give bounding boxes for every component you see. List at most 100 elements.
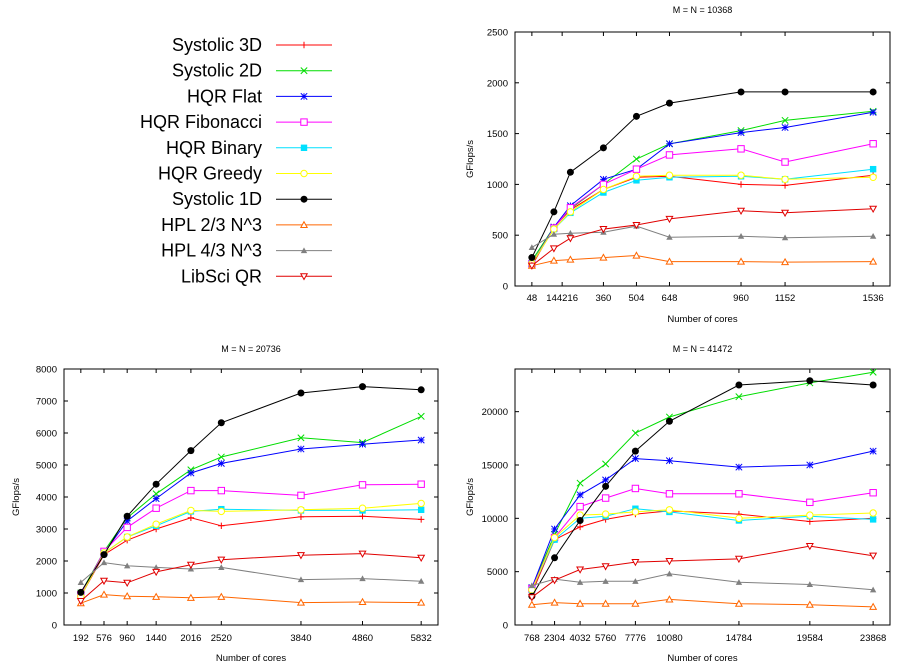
legend-label: HQR Binary <box>166 138 262 158</box>
data-point <box>152 520 160 528</box>
data-point <box>631 508 640 516</box>
x-tick-label: 576 <box>96 633 112 644</box>
data-point <box>576 566 585 574</box>
legend-marker <box>300 195 308 203</box>
data-point <box>734 599 743 607</box>
legend-label: HPL 2/3 N^3 <box>161 215 262 235</box>
data-point <box>358 550 367 558</box>
data-point <box>869 173 877 181</box>
series-systolic-3d <box>528 172 877 269</box>
series-hqr-greedy <box>77 499 425 600</box>
x-tick-label: 23868 <box>860 633 886 644</box>
data-point <box>869 165 877 173</box>
legend-item-hqr-fibonacci: HQR Fibonacci <box>140 112 332 132</box>
data-point <box>549 256 558 264</box>
data-point <box>576 479 584 487</box>
legend-marker <box>300 41 308 49</box>
data-point <box>737 129 745 137</box>
data-point <box>417 516 425 523</box>
data-point <box>576 579 584 585</box>
data-point <box>735 514 743 523</box>
data-point <box>417 499 425 508</box>
x-tick-label: 960 <box>119 633 135 644</box>
x-tick-label: 648 <box>662 293 678 304</box>
data-point <box>737 233 745 239</box>
data-point <box>631 447 639 455</box>
data-point <box>359 513 366 520</box>
data-point <box>76 597 85 606</box>
data-point <box>358 481 367 489</box>
legend-item-systolic-1d: Systolic 1D <box>172 189 332 209</box>
data-point <box>566 235 575 243</box>
x-tick-label: 19584 <box>797 633 823 644</box>
x-axis-label: Number of cores <box>667 314 737 325</box>
data-point <box>781 158 789 166</box>
data-point <box>869 108 877 116</box>
data-point <box>602 476 610 484</box>
series-systolic-1d <box>77 383 425 596</box>
data-point <box>576 523 584 531</box>
series-systolic-2d <box>528 107 877 265</box>
legend-marker <box>299 220 309 228</box>
data-point <box>99 590 109 598</box>
y-tick-label: 5000 <box>487 567 508 578</box>
data-point <box>297 389 305 397</box>
data-point <box>417 577 425 584</box>
legend-label: HPL 4/3 N^3 <box>161 241 262 261</box>
data-point <box>358 597 367 606</box>
data-point <box>666 570 673 577</box>
series-line <box>80 594 422 604</box>
x-tick-label: 144216 <box>546 293 578 304</box>
series-line <box>80 515 422 597</box>
legend-item-systolic-2d: Systolic 2D <box>172 61 332 81</box>
plot-frame <box>514 31 891 287</box>
data-point <box>123 591 132 600</box>
data-point <box>735 579 743 585</box>
data-point <box>869 509 877 517</box>
data-point <box>631 429 639 437</box>
x-tick-label: 2016 <box>180 633 201 644</box>
y-tick-label: 0 <box>503 282 508 293</box>
legend-label: LibSci QR <box>181 266 262 286</box>
y-tick-label: 2000 <box>487 78 508 89</box>
series-line <box>80 439 422 595</box>
series-line <box>80 553 422 602</box>
legend-marker <box>300 67 308 75</box>
legend-marker <box>300 169 308 178</box>
data-point <box>665 506 674 514</box>
series-line <box>531 573 874 591</box>
data-point <box>599 226 608 234</box>
data-point <box>781 209 790 218</box>
data-point <box>296 598 306 606</box>
y-tick-label: 5000 <box>36 461 57 472</box>
series-line <box>531 168 874 264</box>
data-point <box>218 564 225 570</box>
data-point <box>665 417 673 425</box>
data-point <box>869 516 877 523</box>
data-point <box>869 489 877 497</box>
data-point <box>217 419 225 427</box>
data-point <box>549 245 558 253</box>
legend-label: Systolic 1D <box>172 189 262 209</box>
chart-m-n-20736: M = N = 20736 0 1000 2000 3000 4000 5000 6000 70… <box>11 344 439 664</box>
data-point <box>186 561 195 570</box>
data-point <box>781 88 789 96</box>
data-point <box>805 600 814 608</box>
x-tick-label: 2304 <box>544 633 565 644</box>
data-point <box>297 513 305 521</box>
data-point <box>417 506 425 513</box>
data-point <box>599 253 608 261</box>
data-point <box>734 555 743 564</box>
data-point <box>806 511 814 519</box>
series-hpl-2-3-n-3 <box>527 251 878 269</box>
plot-frame <box>514 368 891 626</box>
legend-label: Systolic 2D <box>172 61 262 81</box>
data-point <box>566 168 574 176</box>
y-tick-label: 2000 <box>36 557 57 568</box>
data-point <box>187 514 195 521</box>
legend-item-hpl-4-3-n-3: HPL 4/3 N^3 <box>161 241 332 261</box>
y-tick-label: 1500 <box>487 129 508 140</box>
data-point <box>218 522 225 529</box>
data-point <box>527 600 536 608</box>
